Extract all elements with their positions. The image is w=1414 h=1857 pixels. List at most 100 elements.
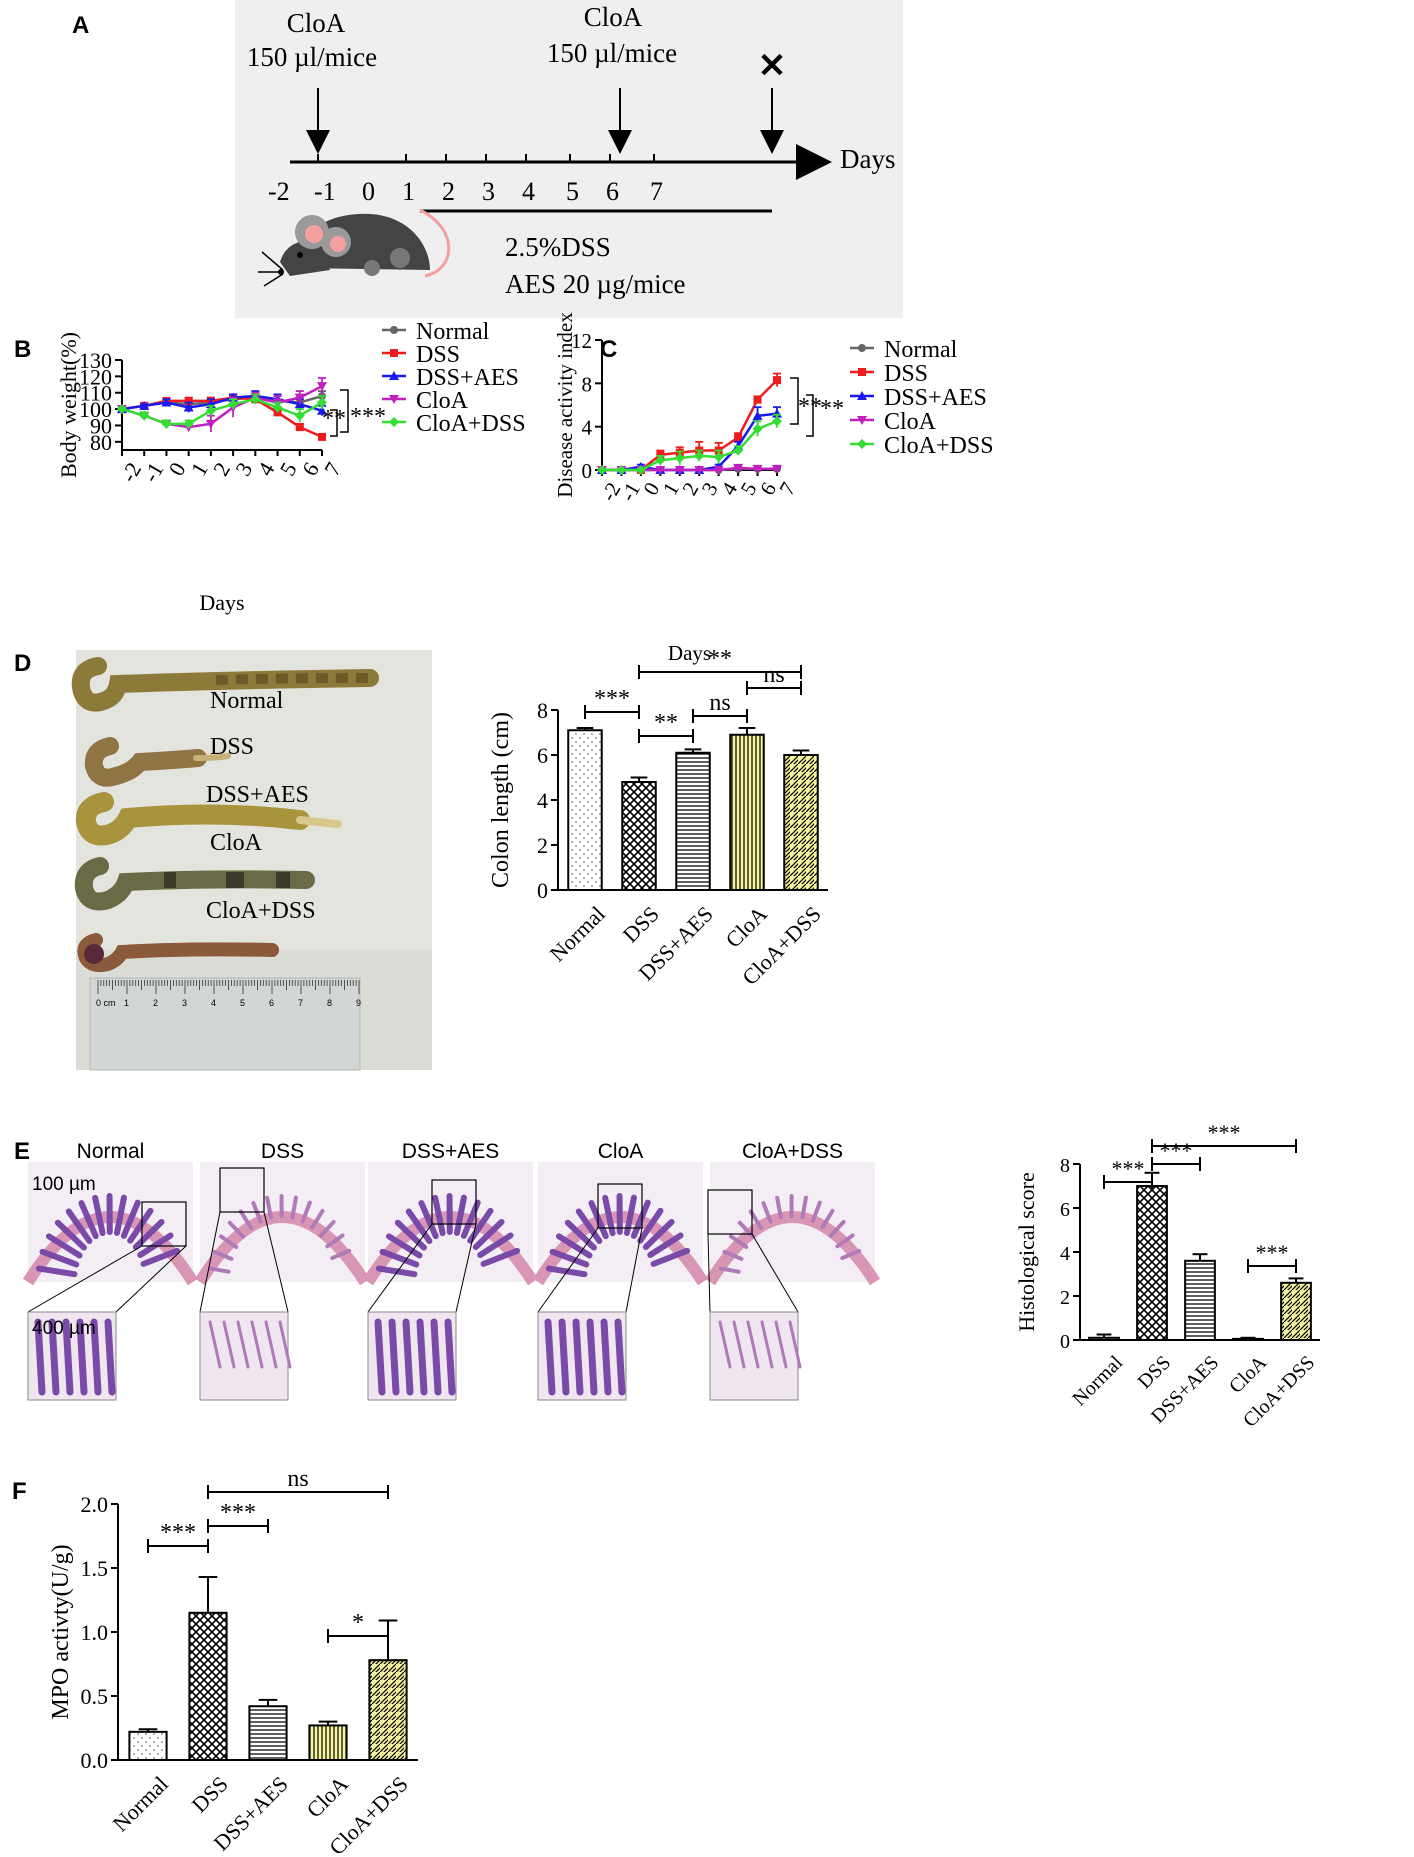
crypt: [318, 1219, 336, 1238]
histology-title-cloa-dss: CloA+DSS: [742, 1140, 843, 1163]
legend-marker: [857, 391, 867, 400]
data-point: [655, 455, 666, 466]
crypt: [212, 1249, 234, 1261]
crypt: [113, 1194, 127, 1236]
data-point: [318, 432, 326, 441]
timeline-axis-label: Days: [840, 144, 896, 174]
legend-marker: [389, 417, 399, 427]
crypt: [647, 1232, 684, 1258]
treatment-aes: AES 20 µg/mice: [505, 269, 686, 299]
crypt-zoom: [34, 1318, 46, 1396]
crypt-zoom: [278, 1320, 292, 1369]
y-tick-label: 0: [1060, 1331, 1070, 1353]
bar-dss-aes: [248, 1705, 288, 1761]
y-tick-label: 2.0: [81, 1492, 109, 1517]
significance-bracket-outer: [790, 377, 799, 425]
crypt-zoom: [388, 1318, 400, 1396]
cloa-mid-title: CloA: [584, 2, 643, 32]
data-point: [205, 405, 216, 416]
crypt-zoom: [760, 1320, 774, 1369]
panel-label-d: D: [14, 650, 32, 677]
cloa-left-title: CloA: [287, 8, 346, 38]
series-cloa-dss: [117, 393, 327, 429]
timeline-day-label: -1: [314, 177, 336, 206]
data-point: [635, 465, 646, 475]
data-point: [752, 464, 763, 474]
data-point: [597, 465, 607, 475]
zoom-line: [263, 1211, 289, 1313]
colon-dss-aes: [75, 792, 342, 846]
crypt: [290, 1195, 298, 1220]
crypt-zoom: [572, 1318, 584, 1396]
timeline-day-label: 0: [362, 177, 375, 206]
data-point: [228, 399, 239, 410]
y-tick-label: 4: [582, 416, 593, 440]
crypt: [728, 1234, 749, 1249]
data-point: [694, 466, 705, 475]
crypt-zoom: [208, 1320, 222, 1369]
ruler-number: 4: [211, 998, 216, 1008]
crypt: [385, 1233, 423, 1259]
crypt: [137, 1232, 174, 1258]
scale-bar-100: 100 µm: [32, 1174, 96, 1195]
y-tick-label: 8: [537, 698, 548, 723]
crypt: [132, 1218, 165, 1251]
histology-title-normal: Normal: [76, 1140, 145, 1163]
cloa-left-dose: 150 µl/mice: [247, 42, 377, 72]
significance-label: *: [352, 1610, 364, 1636]
significance-label: ***: [594, 686, 630, 712]
timeline-day-label: 3: [482, 177, 495, 206]
histology-row: Normal DSS DSS+AES CloA CloA+DSS 100 µm 400 µm: [0, 1100, 1050, 1401]
crypt: [325, 1233, 345, 1249]
y-tick-label: 0: [537, 878, 548, 903]
x-axis-title: Days: [199, 590, 244, 615]
legend-label: DSS+AES: [884, 385, 987, 411]
crypt: [300, 1200, 312, 1224]
y-tick-label: 120: [79, 364, 112, 389]
histology-title-dss: DSS: [260, 1140, 305, 1163]
crypt: [480, 1247, 521, 1267]
zoom-line: [707, 1233, 711, 1313]
crypt: [92, 1194, 106, 1237]
crypt: [379, 1248, 420, 1268]
legend-label: DSS: [884, 361, 928, 387]
y-axis-title: Body weight(%): [56, 332, 81, 478]
crypt: [432, 1194, 446, 1237]
legend-label: DSS+AES: [416, 365, 519, 391]
data-point: [272, 402, 283, 413]
photo-labels: Normal DSS DSS+AES CloA CloA+DSS: [206, 688, 316, 924]
significance-bracket-outer: [340, 389, 349, 433]
crypt: [575, 1208, 603, 1245]
y-tick-label: 8: [1060, 1155, 1070, 1177]
crypt-zoom: [774, 1320, 788, 1369]
crypt: [218, 1234, 239, 1249]
crypt: [35, 1265, 78, 1278]
crypt-zoom: [732, 1320, 746, 1369]
histology-image-dss: [194, 1162, 371, 1401]
y-tick-label: 12: [571, 329, 592, 353]
legend-marker: [389, 371, 399, 380]
significance-label: ***: [160, 1520, 196, 1546]
x-tick-label: 7: [319, 458, 346, 480]
y-tick-label: 1.0: [81, 1620, 109, 1645]
series-line: [602, 412, 778, 472]
significance-label: **: [322, 406, 346, 432]
data-point: [773, 376, 781, 385]
crypt: [549, 1248, 590, 1268]
legend-label: Normal: [416, 319, 490, 345]
data-point: [656, 450, 665, 459]
crypt: [642, 1218, 675, 1251]
y-axis-title: Colon length (cm): [488, 712, 514, 888]
legend-marker: [857, 439, 867, 449]
data-point: [161, 418, 172, 429]
timeline-day-label: 5: [566, 177, 579, 206]
x-tick-label: -1: [138, 458, 169, 486]
crypt: [810, 1200, 822, 1224]
x-axis-title: Days: [668, 641, 711, 665]
x-tick-label: DSS: [618, 901, 664, 947]
crypt: [310, 1208, 325, 1230]
data-point: [655, 466, 666, 475]
crypt: [65, 1208, 93, 1245]
bar-cloa-dss: [1280, 1281, 1312, 1342]
